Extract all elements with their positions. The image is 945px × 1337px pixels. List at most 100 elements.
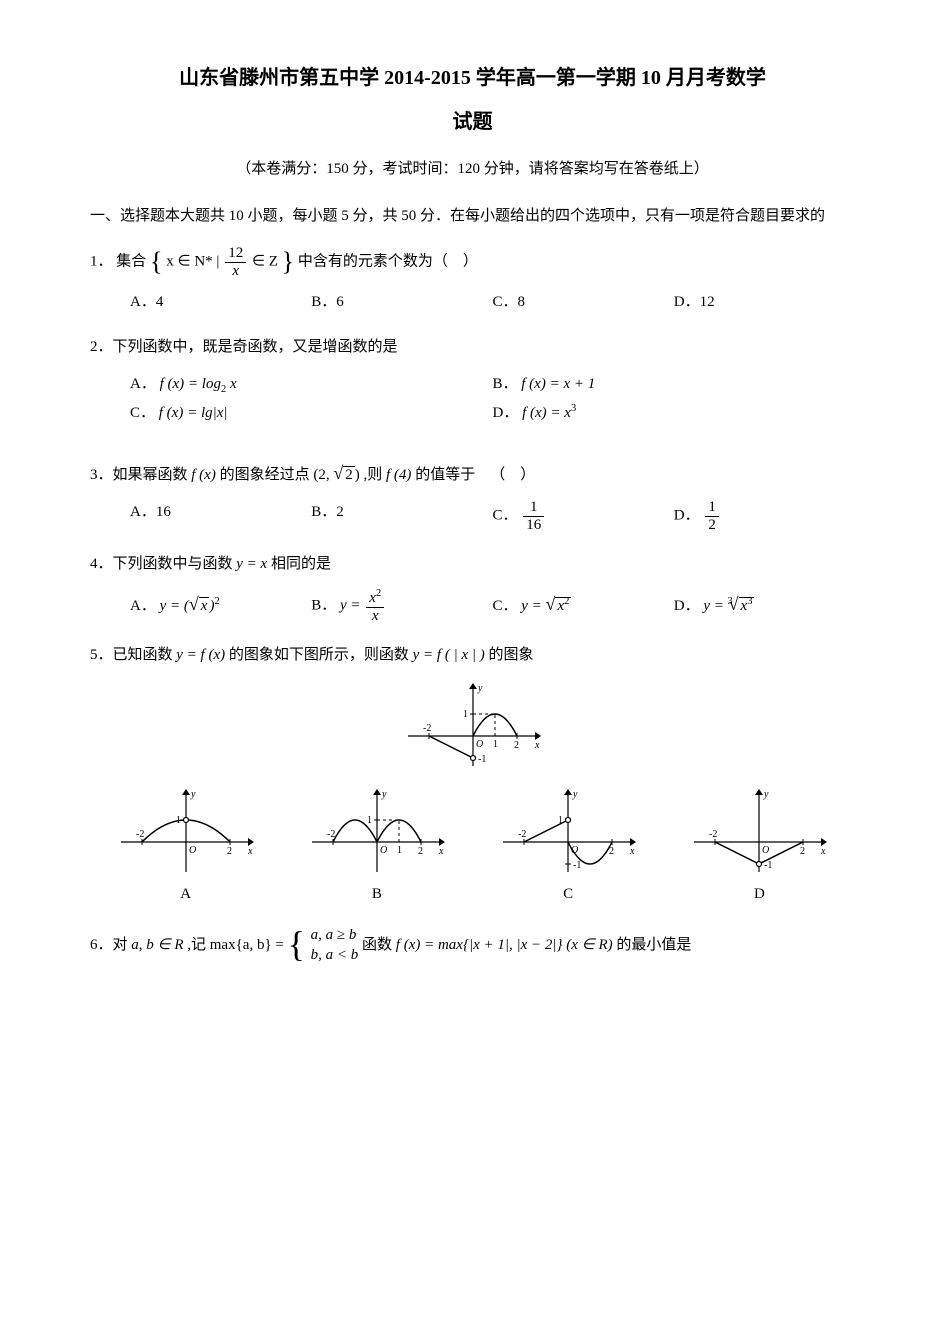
q3-fx: f (x) [191,467,216,483]
question-3: 3．如果幂函数 f (x) 的图象经过点 (2, √2) ,则 f (4) 的值… [90,457,855,533]
q4-a-sup: 2 [214,596,219,607]
q5-given-graph: xyO-2211-1 [90,681,855,771]
q6-pre: 6．对 [90,937,131,953]
q1-opt-d: D．12 [674,289,855,316]
q5-yfx: y = f (x) [176,647,225,663]
q5-yfabs: y = f ( | x | ) [413,647,485,663]
q3-c-den: 16 [523,517,544,534]
svg-text:y: y [572,789,578,800]
svg-text:O: O [380,845,387,856]
q4-b-den: x [366,608,384,625]
q1-frac-num: 12 [225,245,246,263]
section-header: 一、选择题本大题共 10 小题，每小题 5 分，共 50 分．在每小题给出的四个… [90,201,855,231]
svg-text:1: 1 [463,709,468,720]
q5-graph-b-cell: xyO-2211 B [307,787,447,908]
q3-d-label: D． [674,508,700,524]
q4-pre: 4．下列函数中与函数 [90,556,236,572]
brace-icon: { [288,935,305,953]
question-3-text: 3．如果幂函数 f (x) 的图象经过点 (2, √2) ,则 f (4) 的值… [90,457,855,489]
brace-right: } [282,247,294,276]
svg-text:O: O [189,845,196,856]
q4-opt-b: B． y = x2 x [311,588,492,624]
question-6-text: 6．对 a, b ∈ R ,记 max{a, b} = { a, a ≥ b b… [90,926,855,965]
q4-c-sqrt: √x2 [546,588,572,620]
q4-b-pre: y = [340,598,364,614]
graph-a: xyO-221 [116,787,256,877]
svg-text:-2: -2 [423,723,431,734]
question-6: 6．对 a, b ∈ R ,记 max{a, b} = { a, a ≥ b b… [90,926,855,965]
graph-c: xyO-221-1 [498,787,638,877]
q3-f4: f (4) [386,467,411,483]
q3-mid1: 的图象经过点 [220,467,314,483]
question-1: 1． 集合 { x ∈ N* | 12 x ∈ Z } 中含有的元素个数为（ ）… [90,245,855,316]
q4-b-num-base: x [369,590,376,606]
q3-d-num: 1 [705,499,719,517]
q6-cases: a, a ≥ b b, a < b [311,926,359,965]
q6-fx-def: f (x) = max{|x + 1|, |x − 2|} (x ∈ R) [396,937,613,953]
svg-text:y: y [763,789,769,800]
svg-text:2: 2 [800,846,805,857]
q4-d-index: 3 [728,596,733,607]
q2-opt-d: D． f (x) = x3 [493,400,856,427]
q3-post: 的值等于 （ ） [415,467,535,483]
q4-d-rad-sup: 3 [747,596,752,607]
q5-graph-d-cell: xyO-22-1 D [689,787,829,908]
graph-b: xyO-2211 [307,787,447,877]
brace-left: { [150,247,162,276]
q1-set-tail: ∈ Z [252,253,278,269]
q2-a-label: A． [130,376,156,392]
q5-graph-c-cell: xyO-221-1 C [498,787,638,908]
q5-label-a: A [116,881,256,908]
q6-case1: a, a ≥ b [311,927,357,943]
q2-b-math: f (x) = x + 1 [521,376,595,392]
q3-options: A．16 B．2 C． 1 16 D． 1 2 [130,499,855,533]
q1-post: 中含有的元素个数为（ ） [298,253,478,269]
svg-text:y: y [381,789,387,800]
q1-set-left: x ∈ N* [166,253,212,269]
q2-d-math-pre: f (x) = x [522,405,571,421]
svg-text:-2: -2 [136,829,144,840]
q3-opt-d: D． 1 2 [674,499,855,533]
q6-mid2: 函数 [362,937,396,953]
svg-text:2: 2 [227,846,232,857]
q4-b-num: x2 [366,588,384,608]
q4-options: A． y = (√x)2 B． y = x2 x C． y = √x2 D． y… [130,588,855,624]
q5-mid: 的图象如下图所示，则函数 [229,647,413,663]
q1-num: 1． [90,253,113,269]
q3-point-right: ) [355,467,360,483]
svg-text:2: 2 [514,740,519,751]
q2-a-math-pre: f (x) = log [160,376,221,392]
q4-c-label: C． [493,598,518,614]
q6-ab: a, b ∈ R [131,937,183,953]
q5-option-graphs: xyO-221 A xyO-2211 B xyO-221-1 C xyO-22-… [90,787,855,908]
q6-post: 的最小值是 [616,937,691,953]
q2-c-label: C． [130,405,155,421]
q3-c-label: C． [493,508,518,524]
svg-text:x: x [629,846,635,857]
svg-text:x: x [534,740,540,751]
q3-d-frac: 1 2 [705,499,719,533]
q4-c-pre: y = [521,598,545,614]
svg-text:1: 1 [397,845,402,856]
exam-info: （本卷满分：150 分，考试时间：120 分钟，请将答案均写在答卷纸上） [90,156,855,183]
page-title: 山东省滕州市第五中学 2014-2015 学年高一第一学期 10 月月考数学 [90,60,855,96]
question-4-text: 4．下列函数中与函数 y = x 相同的是 [90,551,855,578]
q4-b-num-sup: 2 [376,588,381,599]
q3-mid2: ,则 [364,467,387,483]
q4-a-pre: y = ( [160,598,189,614]
q4-a-sqrt-val: x [199,597,210,614]
svg-text:1: 1 [367,815,372,826]
q1-opt-b: B．6 [311,289,492,316]
q2-b-label: B． [493,376,518,392]
svg-text:-2: -2 [709,829,717,840]
q2-d-label: D． [493,405,519,421]
q5-pre: 5．已知函数 [90,647,176,663]
q5-label-c: C [498,881,638,908]
question-5: 5．已知函数 y = f (x) 的图象如下图所示，则函数 y = f ( | … [90,642,855,908]
svg-text:-2: -2 [518,829,526,840]
svg-text:O: O [476,739,483,750]
q3-d-den: 2 [705,517,719,534]
q2-opt-c: C． f (x) = lg|x| [130,400,493,427]
graph-given: xyO-2211-1 [403,681,543,771]
question-2-text: 2．下列函数中，既是奇函数，又是增函数的是 [90,334,855,361]
